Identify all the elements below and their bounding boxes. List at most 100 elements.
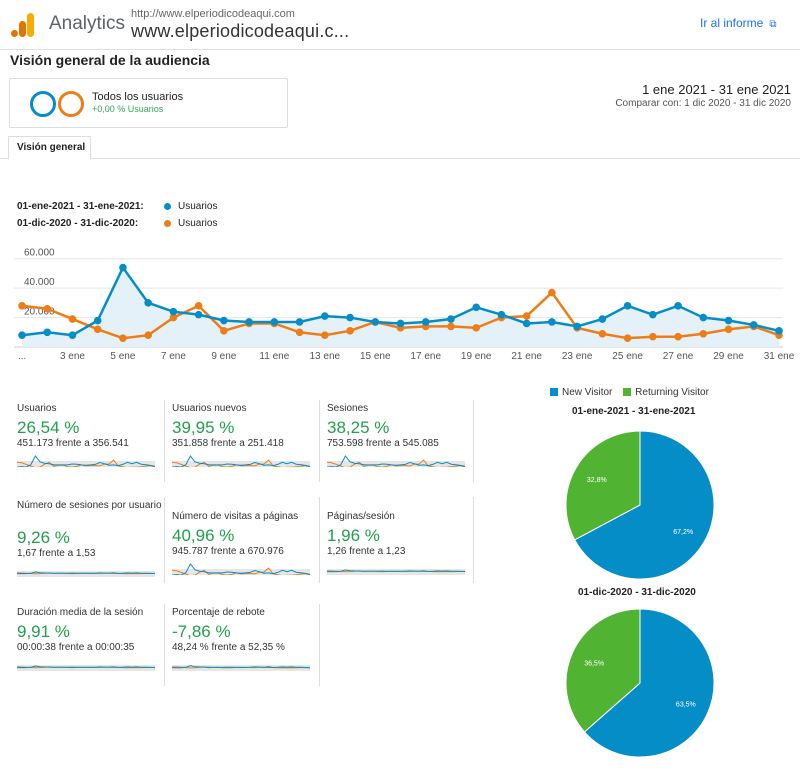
metric-value: -7,86 % [172, 622, 231, 641]
segment-card[interactable]: Todos los usuarios +0,00 % Usuarios [9, 78, 288, 128]
previous-data-point[interactable] [93, 325, 102, 334]
go-to-report-link[interactable]: Ir al informe ⧉ [700, 16, 777, 30]
legend-previous-label: 01-dic-2020 - 31-dic-2020: [17, 218, 139, 229]
previous-data-point[interactable] [295, 328, 304, 337]
metric-tile[interactable]: Número de sesiones por usuario 9,26 % 1,67… [17, 499, 167, 577]
metric-label: Número de sesiones por usuario [17, 500, 162, 511]
metric-label: Usuarios nuevos [172, 403, 247, 414]
tab-overview[interactable]: Visión general [8, 136, 91, 160]
sparkline-baseline [17, 461, 155, 467]
current-data-point[interactable] [522, 319, 531, 328]
current-data-point[interactable] [245, 318, 253, 326]
previous-data-point[interactable] [522, 312, 531, 320]
previous-data-point[interactable] [346, 327, 354, 335]
pie-chart-previous: 63,5% 36,5% [565, 608, 715, 758]
metric-tile[interactable]: Páginas/sesión 1,96 % 1,26 frente a 1,23 [327, 510, 477, 575]
metric-tile[interactable]: Sesiones 38,25 % 753.598 frente a 545.085 [327, 402, 477, 467]
previous-data-point[interactable] [18, 302, 26, 310]
current-data-point[interactable] [749, 321, 758, 329]
previous-data-point[interactable] [194, 302, 203, 310]
x-tick-label: 11 ene [259, 351, 289, 362]
x-tick-label: 13 ene [310, 351, 341, 362]
current-data-point[interactable] [321, 312, 329, 320]
pie-slice-label: 32,8% [587, 477, 607, 484]
metric-separator [319, 400, 320, 482]
current-data-point[interactable] [573, 322, 581, 331]
pie-legend-returning: Returning Visitor [635, 387, 709, 398]
site-name[interactable]: www.elperiodicodeaqui.c... [131, 21, 350, 41]
current-data-point[interactable] [775, 327, 783, 335]
metric-compare: 00:00:38 frente a 00:00:35 [17, 642, 135, 653]
current-data-point[interactable] [346, 313, 354, 322]
previous-data-point[interactable] [169, 313, 178, 322]
x-tick-label: 7 ene [161, 351, 186, 362]
date-range-compare: Comparar con: 1 dic 2020 - 31 dic 2020 [615, 98, 791, 109]
current-data-point[interactable] [649, 310, 657, 319]
date-range-main: 1 ene 2021 - 31 ene 2021 [642, 82, 791, 97]
x-tick-label: 3 ene [60, 351, 85, 362]
current-data-point[interactable] [724, 316, 733, 325]
previous-data-point[interactable] [447, 322, 455, 331]
current-data-point[interactable] [472, 303, 481, 312]
metric-compare: 351.858 frente a 251.418 [172, 438, 284, 449]
metric-tile[interactable]: Porcentaje de rebote -7,86 % 48,24 % frent… [172, 606, 322, 671]
sparkline-current [172, 665, 310, 669]
sparkline-baseline [172, 461, 310, 467]
current-data-point[interactable] [270, 318, 279, 326]
current-data-point[interactable] [371, 318, 380, 326]
pie-slice-returning-visitor[interactable] [565, 608, 641, 733]
metric-tile[interactable]: Usuarios 26,54 % 451.173 frente a 356.541 [17, 402, 167, 467]
pie-slice-new-visitor[interactable] [574, 430, 715, 580]
previous-data-point[interactable] [598, 329, 607, 338]
current-data-point[interactable] [623, 302, 632, 310]
previous-data-point[interactable] [649, 332, 657, 341]
metric-tile[interactable]: Número de visitas a páginas 40,96 % 945.78… [172, 510, 322, 575]
current-data-point[interactable] [396, 319, 405, 328]
date-range-picker[interactable]: 1 ene 2021 - 31 ene 2021 Comparar con: 1… [615, 82, 791, 109]
previous-data-point[interactable] [472, 324, 481, 332]
metric-sparkline [172, 665, 310, 671]
x-tick-label: 9 ene [211, 351, 236, 362]
previous-data-point[interactable] [548, 288, 556, 297]
current-data-point[interactable] [119, 263, 127, 272]
previous-data-point[interactable] [43, 304, 52, 313]
metric-separator [164, 400, 165, 482]
current-data-point[interactable] [674, 302, 682, 310]
current-data-point[interactable] [169, 307, 178, 316]
current-data-point[interactable] [421, 318, 430, 326]
metric-tile[interactable]: Duración media de la sesión 9,91 % 00:00:3… [17, 606, 167, 671]
current-data-point[interactable] [18, 331, 26, 340]
metric-tile[interactable]: Usuarios nuevos 39,95 % 351.858 frente a 2… [172, 402, 322, 467]
y-tick-label: 60.000 [24, 248, 55, 259]
previous-data-point[interactable] [68, 315, 77, 323]
previous-data-point[interactable] [724, 325, 733, 334]
pie-slice-returning-visitor[interactable] [565, 430, 641, 541]
current-data-point[interactable] [598, 315, 607, 323]
current-data-point[interactable] [68, 331, 77, 340]
current-data-point[interactable] [699, 313, 708, 322]
previous-data-point[interactable] [321, 331, 329, 340]
current-data-point[interactable] [295, 318, 304, 326]
previous-data-point[interactable] [674, 332, 682, 341]
current-data-point[interactable] [144, 299, 152, 307]
pie-slice-label: 67,2% [673, 529, 693, 536]
current-data-point[interactable] [43, 328, 52, 337]
previous-data-point[interactable] [220, 327, 228, 335]
current-data-point[interactable] [93, 316, 102, 325]
sparkline-current [17, 665, 155, 669]
current-data-point[interactable] [194, 310, 203, 319]
report-link-label: Ir al informe [700, 16, 764, 30]
previous-data-point[interactable] [623, 334, 632, 342]
current-data-point[interactable] [447, 315, 455, 323]
previous-data-point[interactable] [144, 331, 152, 340]
previous-data-point[interactable] [119, 334, 127, 342]
metric-separator [319, 497, 320, 583]
previous-data-point[interactable] [699, 329, 708, 338]
current-data-point[interactable] [497, 310, 506, 319]
pie-slice-new-visitor[interactable] [583, 608, 715, 758]
pie-title-previous: 01-dic-2020 - 31-dic-2020 [578, 587, 696, 598]
current-data-point[interactable] [220, 316, 228, 325]
metric-separator [164, 604, 165, 686]
current-data-point[interactable] [548, 318, 556, 326]
x-tick-label: 29 ene [713, 351, 744, 362]
